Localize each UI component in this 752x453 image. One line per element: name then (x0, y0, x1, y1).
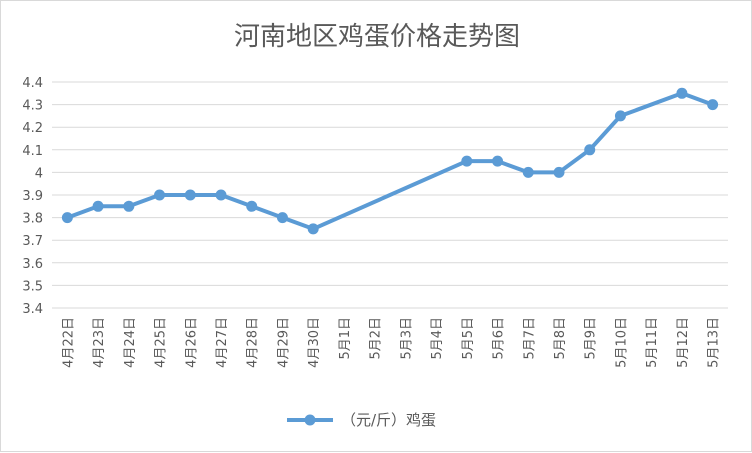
series-egg-price (61, 87, 719, 235)
y-tick-label: 3.6 (22, 257, 43, 272)
y-tick-label: 3.5 (22, 279, 43, 294)
y-tick-label: 4.3 (22, 99, 43, 114)
x-tick-label: 5月1日 (338, 317, 353, 360)
x-tick-label: 4月30日 (307, 317, 322, 368)
x-tick-label: 5月5日 (461, 317, 476, 360)
x-tick-label: 4月23日 (92, 317, 107, 368)
data-point (307, 223, 319, 235)
y-tick-label: 4 (35, 166, 43, 181)
data-point (584, 144, 596, 156)
x-tick-label: 5月13日 (707, 317, 722, 368)
data-point (123, 200, 135, 212)
x-tick-label: 5月3日 (399, 317, 414, 360)
chart-title: 河南地区鸡蛋价格走势图 (234, 22, 520, 52)
x-tick-label: 5月12日 (676, 317, 691, 368)
data-point (215, 189, 227, 201)
data-point (276, 212, 288, 224)
data-point (61, 212, 73, 224)
x-tick-label: 5月4日 (430, 317, 445, 360)
x-tick-label: 4月24日 (123, 317, 138, 368)
y-tick-label: 3.4 (22, 302, 43, 317)
x-tick-label: 5月11日 (645, 317, 660, 368)
x-tick-label: 5月10日 (614, 317, 629, 368)
legend-marker-swatch (304, 414, 316, 426)
x-tick-label: 5月7日 (522, 317, 537, 360)
data-point (676, 87, 688, 99)
x-tick-label: 4月25日 (154, 317, 169, 368)
y-tick-label: 4.2 (22, 121, 43, 136)
data-point (461, 155, 473, 167)
x-tick-label: 4月28日 (246, 317, 261, 368)
x-tick-label: 4月27日 (215, 317, 230, 368)
data-point (246, 200, 258, 212)
x-tick-label: 5月2日 (369, 317, 384, 360)
x-tick-label: 5月8日 (553, 317, 568, 360)
data-point (522, 166, 534, 178)
legend-label: （元/斤）鸡蛋 (341, 411, 436, 429)
data-point (553, 166, 565, 178)
data-point (154, 189, 166, 201)
data-point (707, 99, 719, 111)
data-point (92, 200, 104, 212)
x-axis-ticks: 4月22日 4月23日 4月24日 4月25日 4月26日 4月27日 4月28日 4月29日… (61, 317, 721, 368)
data-point (184, 189, 196, 201)
x-tick-label: 4月26日 (184, 317, 199, 368)
data-point (614, 110, 626, 122)
data-point (492, 155, 504, 167)
y-axis-ticks: 3.4 3.5 3.6 3.7 3.8 3.9 4 4.1 4.2 4.3 4.4 (22, 76, 43, 317)
x-tick-label: 5月6日 (492, 317, 507, 360)
x-tick-label: 4月22日 (61, 317, 76, 368)
y-tick-label: 4.4 (22, 76, 43, 91)
x-tick-label: 4月29日 (276, 317, 291, 368)
legend: （元/斤）鸡蛋 (287, 411, 436, 429)
y-tick-label: 3.7 (22, 234, 43, 249)
y-tick-label: 3.8 (22, 212, 43, 227)
y-tick-label: 4.1 (22, 144, 43, 159)
y-tick-label: 3.9 (22, 189, 43, 204)
x-tick-label: 5月9日 (584, 317, 599, 360)
